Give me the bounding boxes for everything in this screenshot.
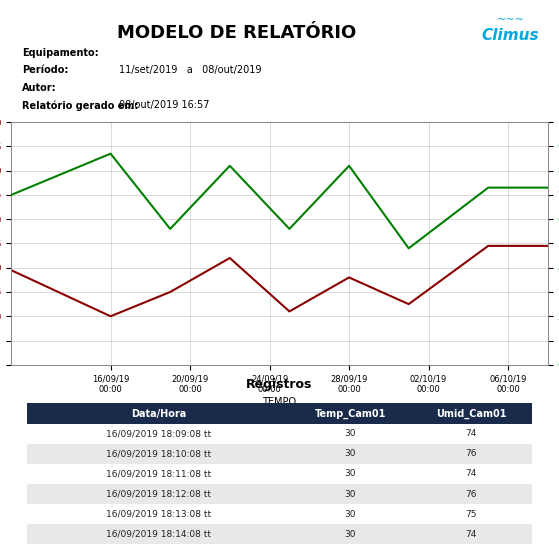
Text: Relatório gerado em:: Relatório gerado em:	[22, 100, 138, 110]
Text: 74: 74	[466, 469, 477, 479]
Text: ~~~: ~~~	[496, 14, 524, 25]
Text: Autor:: Autor:	[22, 83, 56, 93]
Bar	[27, 404, 290, 423]
Text: Data/Hora: Data/Hora	[131, 408, 186, 418]
Text: 76: 76	[466, 490, 477, 498]
Bar	[27, 464, 290, 484]
Bar	[411, 464, 532, 484]
Text: 76: 76	[466, 449, 477, 458]
Bar	[411, 484, 532, 504]
Text: 08/out/2019 16:57: 08/out/2019 16:57	[119, 100, 209, 110]
Bar	[290, 524, 411, 544]
Bar	[290, 464, 411, 484]
Bar	[27, 524, 290, 544]
Bar	[411, 423, 532, 444]
Bar	[27, 504, 290, 524]
Text: 11/set/2019   a   08/out/2019: 11/set/2019 a 08/out/2019	[119, 65, 261, 75]
Text: 16/09/2019 18:14:08 tt: 16/09/2019 18:14:08 tt	[106, 530, 211, 539]
Text: Registros: Registros	[247, 378, 312, 391]
Bar	[290, 484, 411, 504]
Bar	[27, 423, 290, 444]
Text: 30: 30	[344, 530, 356, 539]
Bar	[411, 524, 532, 544]
Text: 30: 30	[344, 429, 356, 438]
Bar	[290, 444, 411, 464]
Text: 16/09/2019 18:11:08 tt: 16/09/2019 18:11:08 tt	[106, 469, 211, 479]
Text: 16/09/2019 18:13:08 tt: 16/09/2019 18:13:08 tt	[106, 509, 211, 519]
Text: 16/09/2019 18:09:08 tt: 16/09/2019 18:09:08 tt	[106, 429, 211, 438]
Text: Temp_Cam01: Temp_Cam01	[314, 408, 386, 418]
Bar	[27, 484, 290, 504]
X-axis label: TEMPO: TEMPO	[262, 397, 297, 407]
Text: Período:: Período:	[22, 65, 68, 75]
Text: 74: 74	[466, 429, 477, 438]
Bar	[27, 444, 290, 464]
Bar	[290, 423, 411, 444]
Bar	[411, 444, 532, 464]
Text: Umid_Cam01: Umid_Cam01	[436, 408, 506, 418]
Text: 30: 30	[344, 449, 356, 458]
Text: Climus: Climus	[481, 28, 539, 43]
Text: 30: 30	[344, 469, 356, 479]
Text: 16/09/2019 18:12:08 tt: 16/09/2019 18:12:08 tt	[106, 490, 211, 498]
Text: Equipamento:: Equipamento:	[22, 47, 98, 57]
Bar	[411, 404, 532, 423]
Text: 30: 30	[344, 509, 356, 519]
Text: 16/09/2019 18:10:08 tt: 16/09/2019 18:10:08 tt	[106, 449, 211, 458]
Text: 30: 30	[344, 490, 356, 498]
Bar	[290, 504, 411, 524]
Text: 75: 75	[466, 509, 477, 519]
Text: 74: 74	[466, 530, 477, 539]
Text: MODELO DE RELATÓRIO: MODELO DE RELATÓRIO	[117, 24, 356, 43]
Bar	[411, 504, 532, 524]
Bar	[290, 404, 411, 423]
